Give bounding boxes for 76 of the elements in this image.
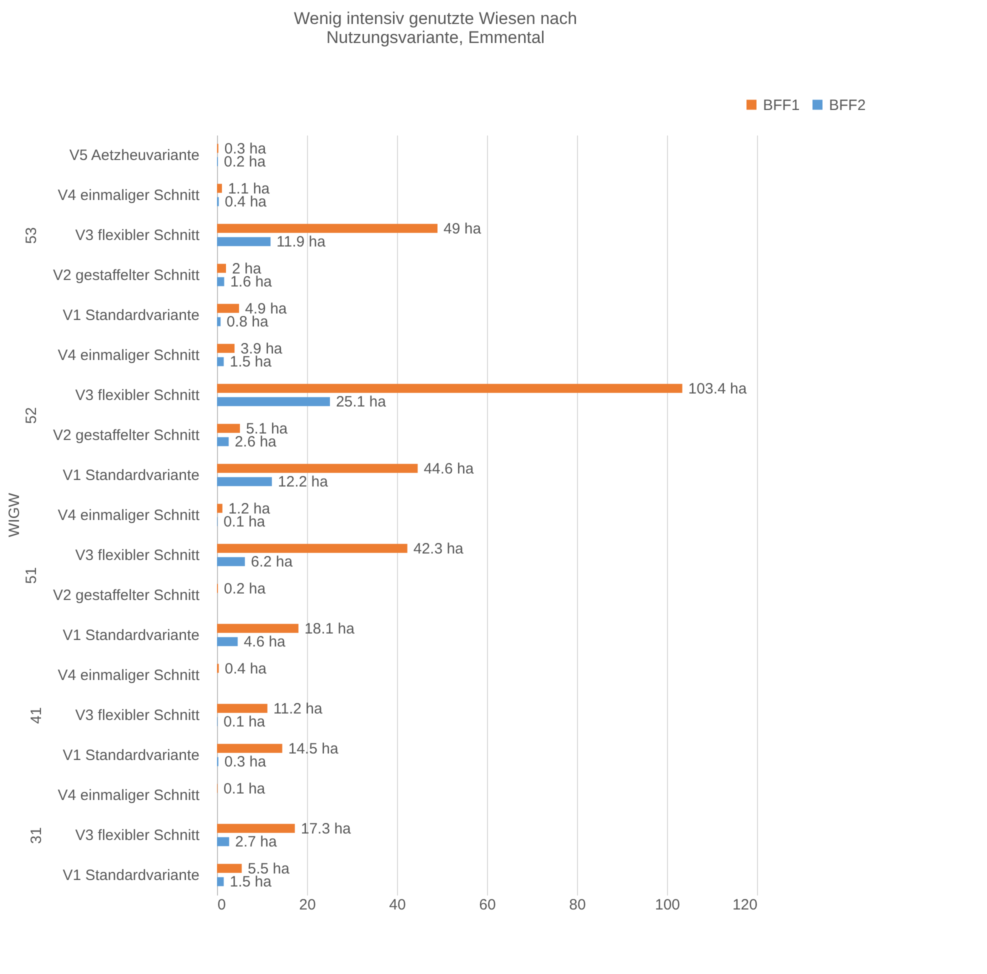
data-label: 49 ha	[444, 220, 482, 238]
x-tick-label: 60	[479, 896, 496, 914]
y-tick-label: V4 einmaliger Schnitt	[58, 787, 200, 804]
y-axis-title: 41	[28, 707, 45, 724]
x-tick-label: 20	[299, 896, 316, 914]
x-tick-label: 0	[218, 896, 226, 914]
data-label: 25.1 ha	[336, 394, 387, 411]
bar	[217, 184, 222, 193]
bar	[217, 264, 226, 273]
bar	[217, 704, 268, 713]
bar	[217, 477, 272, 486]
data-label: 6.2 ha	[250, 554, 294, 571]
data-label: 0.2 ha	[224, 580, 266, 598]
legend-label: BFF1	[763, 96, 800, 114]
data-label: 4.6 ha	[244, 634, 286, 651]
y-tick-label: V2 gestaffelter Schnitt	[53, 267, 200, 284]
bar	[217, 544, 408, 553]
bar	[217, 624, 298, 633]
y-tick-label: V3 flexibler Schnitt	[75, 707, 200, 724]
data-label: 14.5 ha	[288, 740, 339, 758]
text: WIGW	[6, 492, 23, 538]
bar	[217, 344, 235, 353]
bar	[217, 637, 238, 646]
bar	[217, 357, 224, 366]
data-label: 103.4 ha	[688, 380, 748, 398]
y-tick-label: V3 flexibler Schnitt	[75, 227, 200, 244]
bar	[217, 557, 245, 566]
data-label: 0.4 ha	[224, 660, 268, 678]
y-axis-title: 31	[28, 827, 45, 844]
x-tick-label: 100	[654, 896, 680, 914]
data-label: 12.2 ha	[278, 474, 329, 491]
data-label: 2.7 ha	[235, 834, 278, 851]
data-label: 18.1 ha	[304, 620, 356, 638]
data-label: 17.3 ha	[300, 820, 352, 838]
data-label: 44.6 ha	[424, 460, 474, 478]
data-label: 0.1 ha	[223, 714, 266, 731]
y-axis-title: 51	[23, 567, 40, 584]
y-tick-label: V5 Aetzheuvariante	[69, 147, 200, 164]
y-tick-label: V1 Standardvariante	[62, 627, 200, 644]
y-tick-label: V3 flexibler Schnitt	[75, 387, 200, 404]
bar	[217, 464, 418, 473]
y-tick-label: V3 flexibler Schnitt	[75, 547, 200, 564]
bar	[217, 384, 682, 393]
y-tick-label: V1 Standardvariante	[62, 307, 200, 324]
x-tick-label: 40	[389, 896, 406, 914]
bar	[217, 224, 438, 233]
data-label: 42.3 ha	[413, 540, 464, 558]
bar	[217, 277, 224, 286]
y-tick-label: V3 flexibler Schnitt	[75, 827, 200, 844]
data-label: 11.9 ha	[276, 234, 326, 251]
bar	[217, 304, 240, 313]
y-tick-label: V4 einmaliger Schnitt	[58, 667, 200, 684]
x-tick-label: 80	[569, 896, 586, 914]
x-tick-label: 120	[732, 896, 758, 914]
y-tick-label: V4 einmaliger Schnitt	[58, 347, 200, 364]
bar	[217, 504, 222, 513]
y-axis-title: 52	[23, 407, 40, 424]
bar	[217, 437, 229, 446]
y-tick-label: V4 einmaliger Schnitt	[58, 187, 200, 204]
y-tick-label: V4 einmaliger Schnitt	[58, 507, 200, 524]
y-axis-title: 53	[23, 227, 40, 244]
bar	[217, 237, 271, 246]
data-label: 0.3 ha	[224, 754, 267, 771]
y-tick-label: V1 Standardvariante	[62, 747, 200, 764]
bar	[217, 317, 221, 326]
y-tick-label: V2 gestaffelter Schnitt	[53, 587, 200, 604]
chart-title: Wenig intensiv genutzte Wiesen nach Nutzungsvariante, Emmental	[294, 9, 578, 47]
y-tick-label: V1 Standardvariante	[62, 867, 200, 884]
y-tick-label: V2 gestaffelter Schnitt	[53, 427, 200, 444]
bar	[217, 424, 240, 433]
data-label: 11.2 ha	[273, 700, 323, 718]
bar	[217, 397, 330, 406]
data-label: 0.1 ha	[223, 780, 266, 798]
y-tick-label: V1 Standardvariante	[62, 467, 200, 484]
bar	[217, 744, 282, 753]
legend-label: BFF2	[829, 96, 866, 114]
